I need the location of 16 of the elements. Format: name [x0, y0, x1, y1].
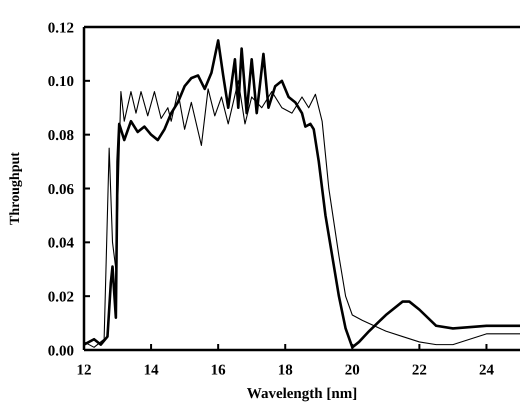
y-tick-label: 0.10	[48, 74, 74, 90]
y-axis-title: Throughput	[8, 152, 23, 225]
x-tick-label: 12	[76, 362, 92, 379]
x-tick-label: 20	[344, 362, 360, 379]
y-tick-label: 0.06	[48, 182, 74, 198]
x-tick-label: 24	[478, 362, 494, 379]
y-tick-label: 0.04	[48, 236, 74, 252]
x-tick-label: 22	[412, 362, 427, 379]
x-tick-label: 18	[278, 362, 293, 379]
x-axis-title: Wavelength [nm]	[246, 386, 358, 402]
x-tick-label: 16	[210, 362, 226, 379]
y-tick-label: 0.00	[48, 343, 74, 360]
x-tick-label: 14	[144, 362, 160, 379]
y-tick-label: 0.02	[48, 289, 74, 306]
y-tick-label: 0.12	[48, 20, 74, 36]
y-tick-label: 0.08	[48, 128, 74, 144]
